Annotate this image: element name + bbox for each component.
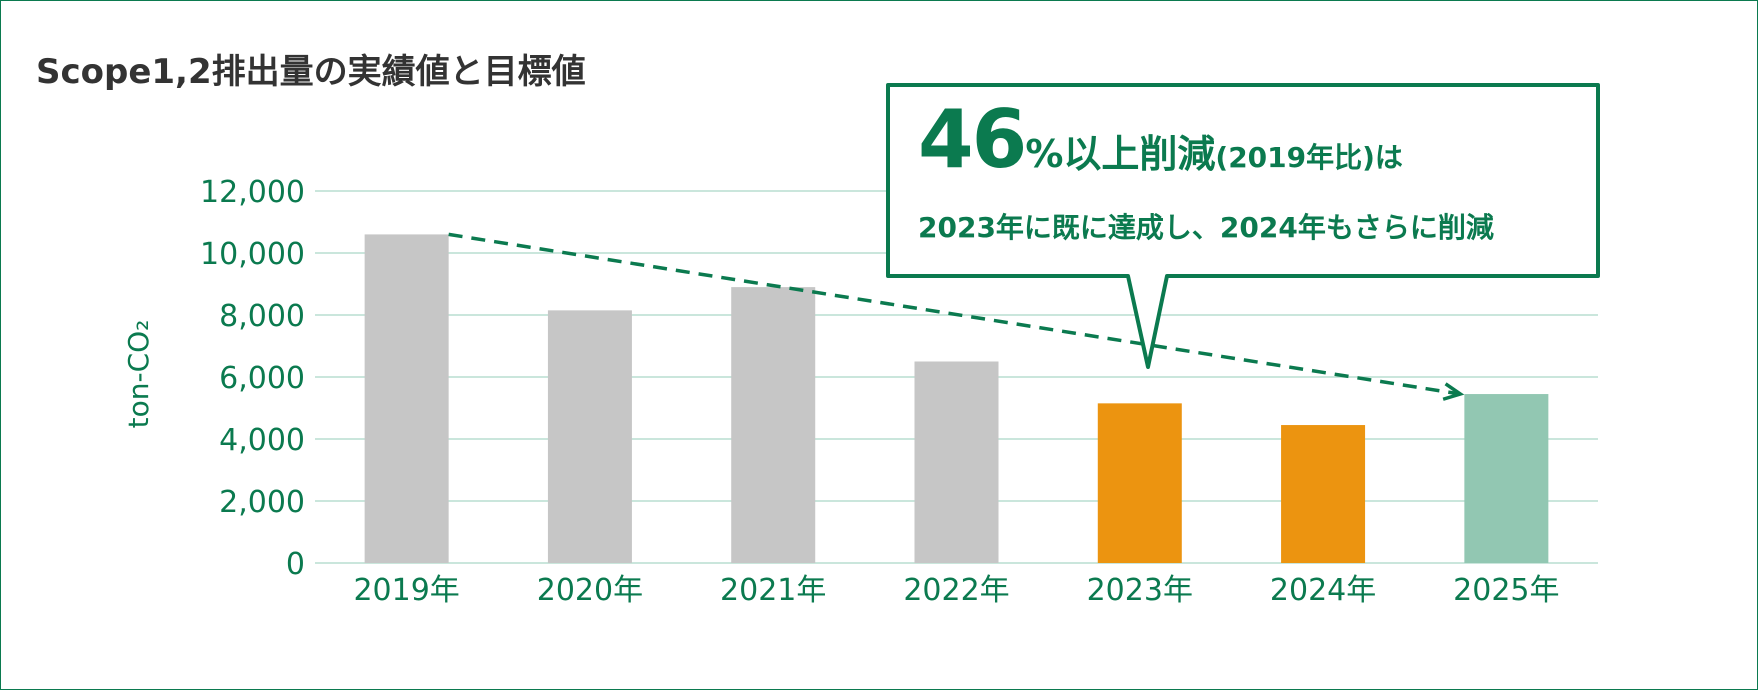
bars — [364, 234, 1549, 563]
x-tick-label: 2019年 — [353, 573, 459, 608]
y-tick-label: 6,000 — [219, 361, 305, 396]
bar-2023年 — [1097, 403, 1182, 563]
bar-2021年 — [731, 287, 816, 563]
y-tick-label: 0 — [286, 547, 305, 582]
y-tick-label: 8,000 — [219, 299, 305, 334]
trend-line-group — [448, 232, 1465, 401]
y-axis-ticks: 0 2,000 4,000 6,000 8,000 10,000 12,000 — [200, 175, 305, 582]
y-tick-label: 2,000 — [219, 485, 305, 520]
trend-line — [448, 232, 1461, 396]
y-tick-label: 12,000 — [200, 175, 305, 210]
y-tick-label: 4,000 — [219, 423, 305, 458]
callout-percent: 46 — [918, 93, 1027, 186]
callout-baseline: (2019年比)は — [1215, 141, 1403, 174]
bar-2020年 — [547, 310, 632, 563]
callout-bubble — [886, 83, 1600, 369]
y-axis-title: ton-CO₂ — [122, 320, 155, 429]
x-axis-ticks: 2019年 2020年 2021年 2022年 2023年 2024年 2025年 — [353, 573, 1559, 608]
x-tick-label: 2022年 — [903, 573, 1009, 608]
y-tick-label: 10,000 — [200, 237, 305, 272]
callout-headline: 46%以上削減(2019年比)は — [918, 100, 1598, 180]
bar-2019年 — [364, 234, 449, 563]
callout-detail: 2023年に既に達成し、2024年もさらに削減 — [918, 211, 1494, 244]
x-tick-label: 2024年 — [1270, 573, 1376, 608]
bar-2022年 — [914, 361, 999, 563]
x-tick-label: 2023年 — [1087, 573, 1193, 608]
x-tick-label: 2020年 — [537, 573, 643, 608]
trend-arrow-head — [1442, 382, 1465, 401]
x-tick-label: 2021年 — [720, 573, 826, 608]
bar-2025年 — [1464, 394, 1549, 563]
page-title: Scope1,2排出量の実績値と目標値 — [36, 52, 586, 92]
callout-box — [886, 83, 1600, 369]
x-tick-label: 2025年 — [1453, 573, 1559, 608]
bar-2024年 — [1281, 425, 1366, 563]
callout-text: 46%以上削減(2019年比)は 2023年に既に達成し、2024年もさらに削減 — [918, 100, 1598, 246]
callout-reduction: %以上削減 — [1025, 132, 1216, 176]
